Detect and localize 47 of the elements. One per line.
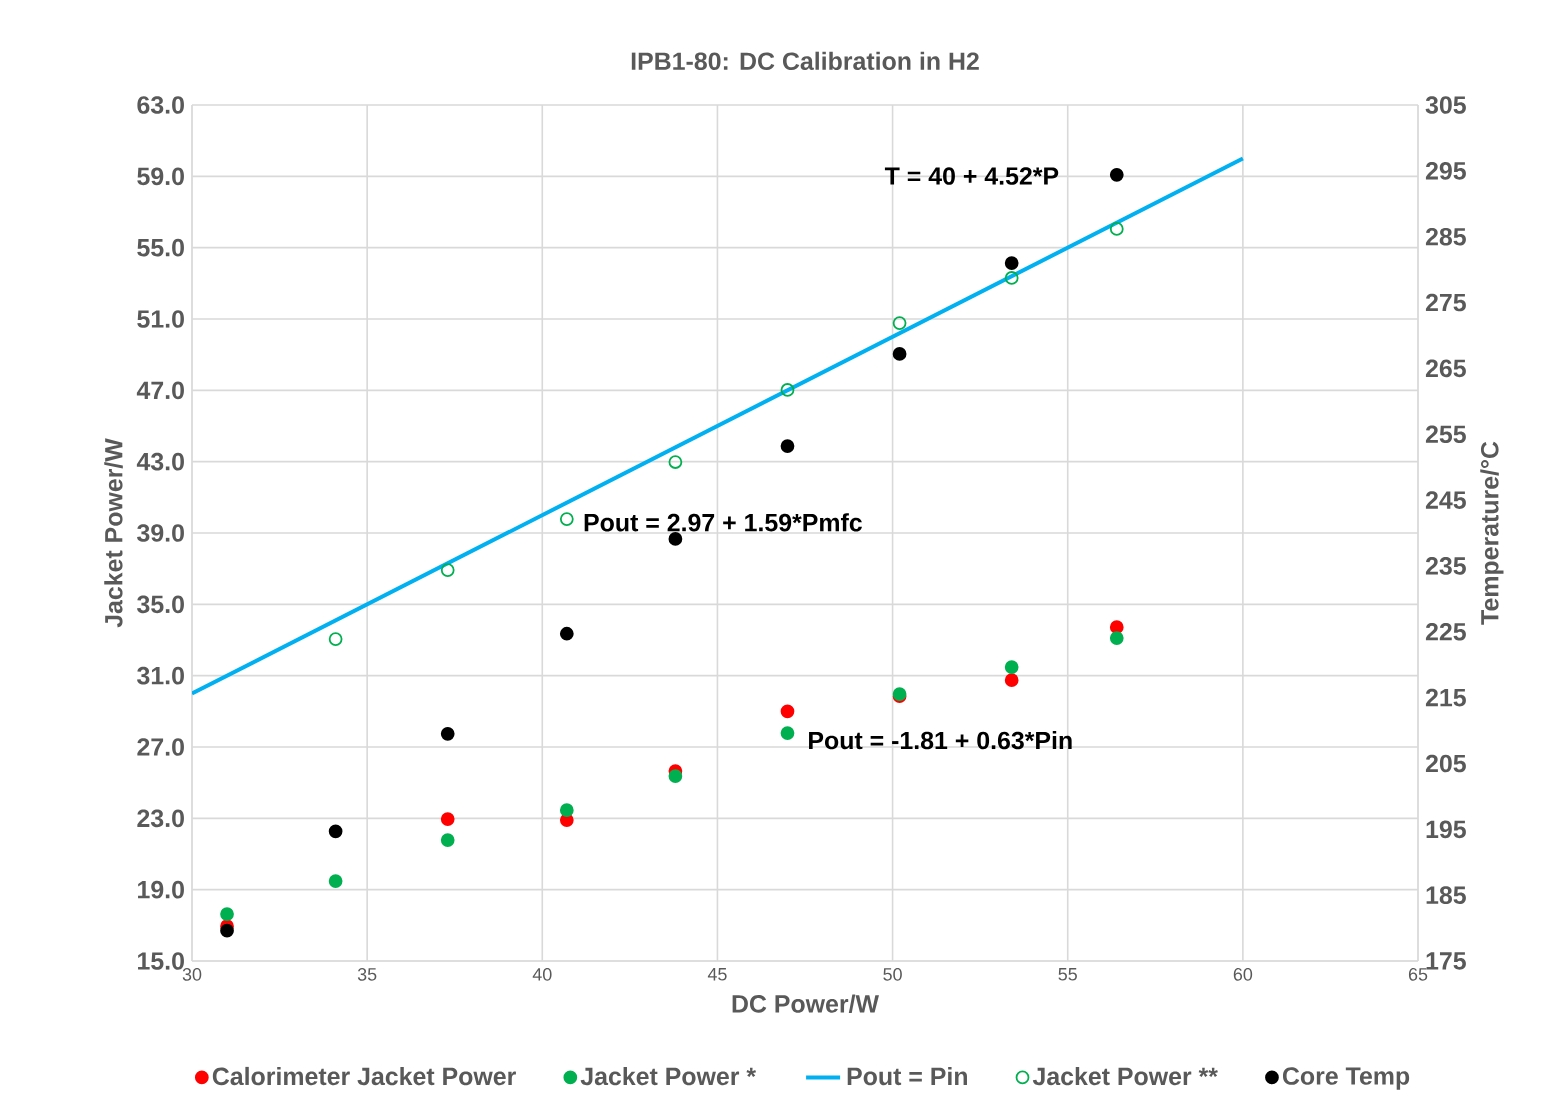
y2-tick-label: 295	[1425, 162, 1466, 180]
legend-label: Core Temp	[1282, 1067, 1410, 1090]
y-tick-label: 19.0	[138, 880, 184, 899]
legend-label: Jacket Power **	[1032, 1066, 1218, 1086]
y2-tick-label: 225	[1425, 622, 1466, 641]
y-tick-label: 47.0	[136, 381, 184, 400]
x-tick-label: 40	[532, 968, 552, 981]
y2-tick-label: 175	[1426, 952, 1466, 970]
y2-tick-label: 235	[1425, 557, 1466, 575]
y-tick-label: 15.0	[138, 952, 184, 970]
y-tick-label: 63.0	[137, 96, 184, 114]
y2-tick-label: 265	[1425, 359, 1466, 378]
x-tick-label: 60	[1233, 968, 1253, 981]
y-tick-label: 39.0	[137, 524, 184, 542]
legend-label: Jacket Power *	[580, 1066, 757, 1086]
y-axis-title: Jacket Power/W	[104, 438, 123, 628]
legend-label: Pout = Pin	[847, 1066, 967, 1086]
x-axis-title: DC Power/W	[732, 994, 879, 1013]
y2-axis-title: Temperature/°C	[1480, 441, 1504, 625]
x-tick-label: 65	[1408, 968, 1428, 981]
y-tick-label: 23.0	[137, 809, 184, 828]
y-tick-label: 55.0	[137, 238, 184, 257]
x-tick-label: 50	[883, 968, 902, 981]
y2-tick-label: 205	[1425, 754, 1466, 773]
x-tick-label: 30	[182, 968, 202, 981]
y2-tick-label: 245	[1425, 491, 1466, 509]
y-tick-label: 51.0	[137, 310, 184, 328]
y-tick-label: 35.0	[137, 595, 184, 614]
legend-label: Calorimeter Jacket Power	[212, 1066, 516, 1086]
y2-tick-label: 275	[1425, 293, 1466, 312]
y-tick-label: 43.0	[136, 452, 184, 471]
annotation: Pout = -1.81 + 0.63*Pin	[809, 730, 1072, 750]
y-tick-label: 31.0	[137, 666, 184, 685]
y2-tick-label: 255	[1425, 425, 1466, 444]
annotation: T = 40 + 4.52*P	[884, 167, 1059, 185]
y2-tick-label: 185	[1426, 886, 1466, 904]
chart-title: IPB1-80: DC Calibration in H2	[631, 51, 979, 71]
y-tick-label: 27.0	[137, 738, 184, 756]
y2-tick-label: 285	[1425, 227, 1466, 246]
y2-tick-label: 195	[1426, 820, 1466, 839]
x-tick-label: 55	[1058, 968, 1077, 981]
annotation: Pout = 2.97 + 1.59*Pmfc	[584, 513, 862, 532]
y-tick-label: 59.0	[137, 167, 184, 186]
x-tick-label: 45	[707, 968, 727, 981]
x-tick-label: 35	[357, 968, 377, 981]
y2-tick-label: 215	[1425, 688, 1466, 707]
y2-tick-label: 305	[1425, 96, 1466, 114]
